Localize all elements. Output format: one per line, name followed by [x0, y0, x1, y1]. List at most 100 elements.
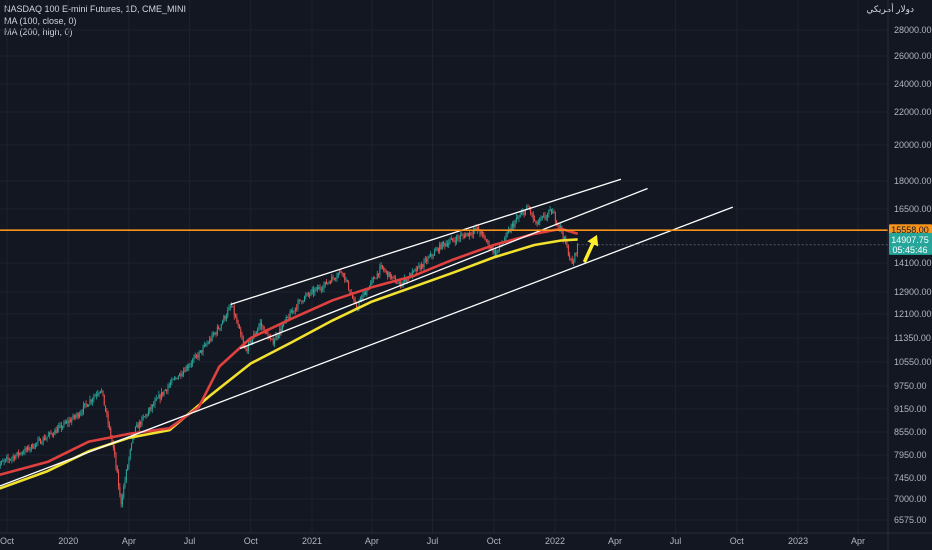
candle-body: [166, 389, 168, 392]
candle-body: [151, 404, 153, 409]
candle-body: [105, 405, 107, 412]
candle-body: [59, 424, 61, 427]
y-tick-label: 9150.00: [894, 404, 927, 414]
candle-body: [29, 448, 31, 450]
legend-ma-100[interactable]: MA (100, close, 0): [4, 15, 77, 26]
candle-body: [440, 244, 442, 249]
candle-body: [198, 352, 200, 358]
candle-body: [513, 223, 515, 227]
candle-body: [37, 440, 39, 443]
candle-body: [536, 221, 538, 225]
candle-body: [123, 486, 125, 498]
candle-body: [228, 307, 230, 310]
candle-body: [435, 250, 437, 252]
candle-body: [509, 230, 511, 232]
y-tick-label: 18000.00: [894, 176, 932, 186]
candle-body: [547, 214, 549, 218]
candle-body: [140, 422, 142, 425]
candle-body: [335, 278, 337, 280]
candle-body: [137, 424, 139, 429]
moving-averages: [0, 227, 579, 490]
candle-body: [116, 466, 118, 473]
candle-body: [205, 344, 207, 346]
candle-body: [77, 413, 79, 418]
candle-body: [379, 266, 381, 276]
candle-body: [471, 234, 473, 236]
candle-body: [510, 226, 512, 232]
candle-body: [400, 282, 402, 287]
candle-body: [300, 299, 302, 301]
candle-body: [556, 221, 558, 225]
candle-body: [250, 340, 252, 343]
candle-body: [32, 444, 34, 449]
candle-body: [220, 324, 222, 329]
candle-body: [352, 294, 354, 299]
candle-body: [567, 246, 569, 256]
candle-body: [391, 276, 393, 279]
candle-body: [439, 244, 441, 252]
candle-body: [327, 282, 329, 284]
candle-body: [238, 325, 240, 329]
legend-ma-200[interactable]: MA (200, high, 0): [4, 27, 73, 37]
candle-body: [476, 227, 478, 230]
candle-body: [92, 399, 94, 402]
candle-body: [311, 289, 313, 291]
candle-body: [50, 432, 52, 434]
candle-body: [103, 394, 105, 406]
candle-body: [466, 232, 468, 235]
candle-body: [186, 366, 188, 369]
candle-body: [188, 366, 190, 369]
candle-body: [43, 437, 45, 440]
last-price-badge-label: 14907.75: [891, 235, 929, 245]
candle-body: [164, 389, 166, 391]
candle-body: [110, 427, 112, 438]
candle-body: [281, 325, 283, 332]
trend-lines: [0, 178, 888, 487]
candle-body: [129, 449, 131, 458]
candle-body: [470, 232, 472, 235]
candle-body: [134, 426, 136, 435]
candle-body: [446, 243, 448, 246]
candle-body: [523, 211, 525, 215]
x-tick-label: Jul: [427, 536, 439, 546]
ma-100-line: [0, 227, 579, 477]
candle-body: [146, 414, 148, 416]
candle-body: [155, 398, 157, 401]
candle-body: [257, 329, 259, 333]
candle-body: [245, 347, 247, 350]
legend-symbol[interactable]: NASDAQ 100 E-mini Futures, 1D, CME_MINI: [4, 4, 187, 14]
candle-body: [82, 405, 84, 413]
candle-body: [524, 209, 526, 215]
candle-body: [457, 236, 459, 238]
candle-body: [88, 404, 90, 407]
candle-body: [53, 434, 55, 436]
candle-body: [276, 335, 278, 338]
candle-body: [313, 289, 315, 294]
candle-body: [375, 278, 377, 280]
candle-body: [289, 311, 291, 319]
candle-body: [23, 452, 25, 454]
candle-body: [420, 264, 422, 270]
countdown-label: 05:45:46: [892, 245, 927, 255]
candle-body: [534, 219, 536, 221]
candle-body: [17, 451, 19, 455]
candle-body: [431, 254, 433, 256]
candle-body: [147, 410, 149, 416]
candle-body: [175, 377, 177, 379]
candle-body: [112, 442, 114, 448]
candle-body: [154, 400, 156, 405]
candle-body: [307, 293, 309, 295]
candle-body: [114, 447, 116, 454]
candle-body: [90, 399, 92, 402]
candle-body: [158, 394, 160, 399]
candle-body: [380, 265, 382, 267]
candle-body: [20, 453, 22, 454]
channel-line-3: [0, 206, 734, 487]
candle-body: [241, 334, 243, 340]
y-tick-label: 24000.00: [894, 79, 932, 89]
candle-body: [461, 234, 463, 236]
candle-body: [482, 231, 484, 234]
candle-body: [171, 379, 173, 383]
y-tick-label: 7000.00: [894, 494, 927, 504]
